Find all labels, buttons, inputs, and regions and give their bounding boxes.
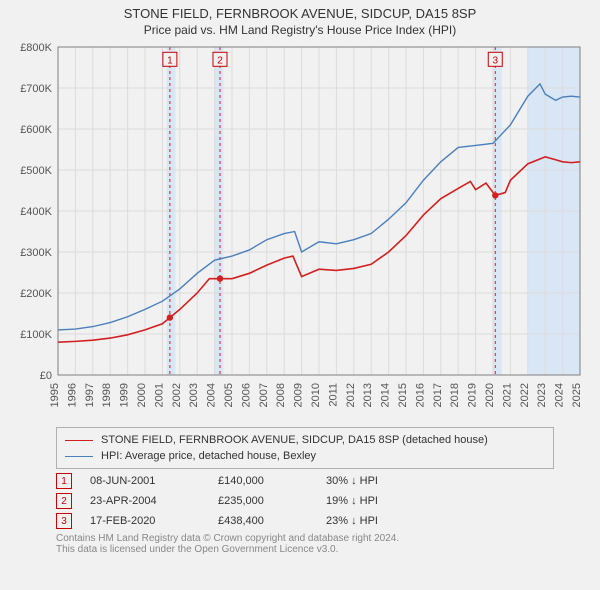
svg-text:2021: 2021 <box>501 383 513 407</box>
event-row: 3 17-FEB-2020 £438,400 23% ↓ HPI <box>56 513 592 529</box>
svg-text:2006: 2006 <box>240 383 252 407</box>
svg-text:2012: 2012 <box>345 383 357 407</box>
event-marker: 3 <box>56 513 72 529</box>
legend-item: HPI: Average price, detached house, Bexl… <box>65 448 545 464</box>
event-delta: 30% ↓ HPI <box>326 475 436 487</box>
svg-text:2003: 2003 <box>188 383 200 407</box>
svg-text:1997: 1997 <box>84 383 96 407</box>
svg-text:£200K: £200K <box>20 288 52 300</box>
event-date: 23-APR-2004 <box>90 495 200 507</box>
svg-text:2000: 2000 <box>136 383 148 407</box>
svg-text:2011: 2011 <box>327 383 339 407</box>
svg-text:2020: 2020 <box>484 383 496 407</box>
svg-text:2008: 2008 <box>275 383 287 407</box>
attribution-line: Contains HM Land Registry data © Crown c… <box>56 533 592 544</box>
svg-text:£800K: £800K <box>20 42 52 54</box>
svg-text:2018: 2018 <box>449 383 461 407</box>
price-chart-figure: { "title": "STONE FIELD, FERNBROOK AVENU… <box>0 0 600 590</box>
svg-text:2019: 2019 <box>467 383 479 407</box>
svg-text:2007: 2007 <box>258 383 270 407</box>
svg-text:2023: 2023 <box>536 383 548 407</box>
legend: STONE FIELD, FERNBROOK AVENUE, SIDCUP, D… <box>56 427 554 469</box>
legend-swatch <box>65 440 93 441</box>
svg-text:2022: 2022 <box>519 383 531 407</box>
event-price: £140,000 <box>218 475 308 487</box>
svg-text:2025: 2025 <box>571 383 583 407</box>
chart-svg: 1 2 3 £0 £100K £200K £300K £400K £500K £600K £700K… <box>8 41 592 421</box>
svg-text:2005: 2005 <box>223 383 235 407</box>
legend-label: HPI: Average price, detached house, Bexl… <box>101 448 316 464</box>
svg-text:2013: 2013 <box>362 383 374 407</box>
svg-text:2017: 2017 <box>432 383 444 407</box>
event-delta: 19% ↓ HPI <box>326 495 436 507</box>
svg-text:£500K: £500K <box>20 165 52 177</box>
svg-text:2015: 2015 <box>397 383 409 407</box>
attribution: Contains HM Land Registry data © Crown c… <box>56 533 592 555</box>
event-row: 2 23-APR-2004 £235,000 19% ↓ HPI <box>56 493 592 509</box>
svg-text:£100K: £100K <box>20 329 52 341</box>
event-date: 17-FEB-2020 <box>90 515 200 527</box>
svg-text:1996: 1996 <box>66 383 78 407</box>
svg-text:2: 2 <box>217 55 223 66</box>
svg-text:£700K: £700K <box>20 83 52 95</box>
legend-label: STONE FIELD, FERNBROOK AVENUE, SIDCUP, D… <box>101 432 488 448</box>
events-table: 1 08-JUN-2001 £140,000 30% ↓ HPI 2 23-APR-200… <box>56 473 592 529</box>
svg-text:2009: 2009 <box>293 383 305 407</box>
legend-swatch <box>65 456 93 457</box>
svg-text:£400K: £400K <box>20 206 52 218</box>
svg-text:£300K: £300K <box>20 247 52 259</box>
legend-item: STONE FIELD, FERNBROOK AVENUE, SIDCUP, D… <box>65 432 545 448</box>
svg-text:1: 1 <box>167 55 173 66</box>
event-date: 08-JUN-2001 <box>90 475 200 487</box>
svg-text:1999: 1999 <box>119 383 131 407</box>
attribution-line: This data is licensed under the Open Gov… <box>56 544 592 555</box>
svg-text:3: 3 <box>492 55 498 66</box>
event-marker: 1 <box>56 473 72 489</box>
svg-text:2016: 2016 <box>414 383 426 407</box>
svg-text:2002: 2002 <box>171 383 183 407</box>
svg-text:2010: 2010 <box>310 383 322 407</box>
svg-text:1995: 1995 <box>49 383 61 407</box>
svg-text:£600K: £600K <box>20 124 52 136</box>
chart-area: 1 2 3 £0 £100K £200K £300K £400K £500K £600K £700K… <box>8 41 592 421</box>
chart-title: STONE FIELD, FERNBROOK AVENUE, SIDCUP, D… <box>8 6 592 21</box>
svg-text:2024: 2024 <box>554 383 566 407</box>
event-delta: 23% ↓ HPI <box>326 515 436 527</box>
svg-text:2004: 2004 <box>206 383 218 407</box>
event-price: £438,400 <box>218 515 308 527</box>
event-marker: 2 <box>56 493 72 509</box>
event-row: 1 08-JUN-2001 £140,000 30% ↓ HPI <box>56 473 592 489</box>
event-price: £235,000 <box>218 495 308 507</box>
svg-text:£0: £0 <box>40 370 52 382</box>
svg-text:2014: 2014 <box>380 383 392 407</box>
svg-text:2001: 2001 <box>153 383 165 407</box>
chart-subtitle: Price paid vs. HM Land Registry's House … <box>8 23 592 37</box>
svg-text:1998: 1998 <box>101 383 113 407</box>
